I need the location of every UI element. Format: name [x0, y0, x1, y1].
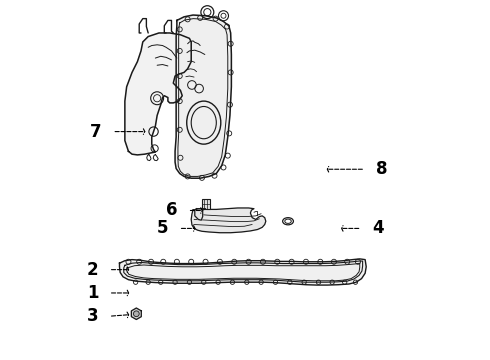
Polygon shape — [175, 15, 231, 178]
Circle shape — [133, 311, 139, 317]
Text: 6: 6 — [166, 202, 177, 220]
Text: 2: 2 — [87, 261, 98, 279]
Text: 1: 1 — [87, 284, 98, 302]
Polygon shape — [191, 208, 266, 233]
Text: 4: 4 — [372, 219, 384, 237]
Text: 8: 8 — [375, 160, 387, 178]
Bar — [202, 199, 210, 209]
Text: 3: 3 — [87, 307, 98, 325]
Polygon shape — [125, 33, 191, 155]
Text: 7: 7 — [90, 123, 102, 141]
Polygon shape — [131, 308, 141, 319]
Polygon shape — [120, 259, 366, 285]
Text: 5: 5 — [157, 219, 168, 237]
Polygon shape — [195, 209, 205, 220]
